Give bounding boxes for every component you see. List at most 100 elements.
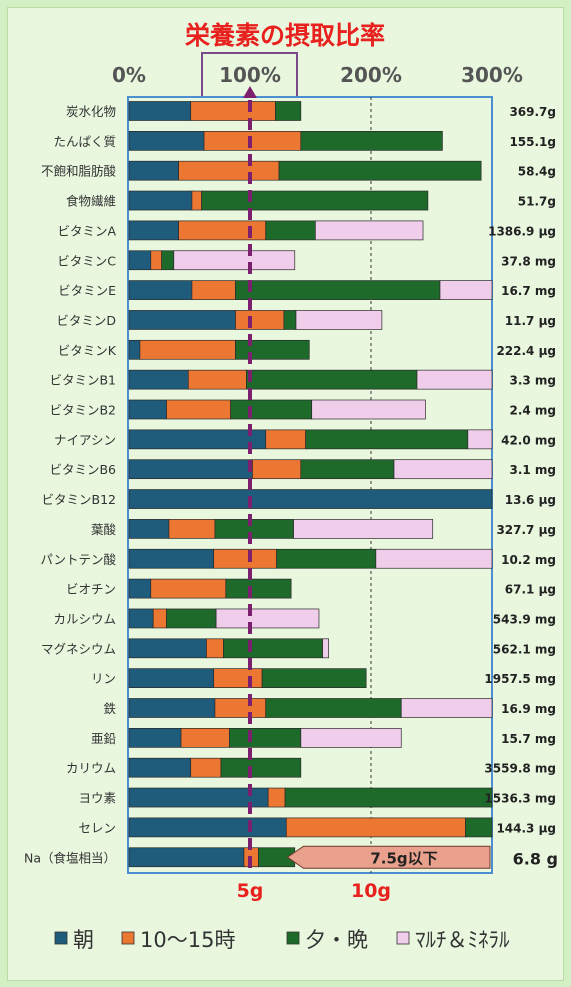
row-label: 亜鉛 [91,731,117,746]
row-amount: 67.1 μg [505,583,556,597]
row-amount: 37.8 mg [501,254,556,268]
legend-swatch-4 [396,931,410,945]
bar-segment-4 [400,698,493,718]
bar-segment-4 [314,220,424,241]
legend-swatch-1 [54,931,68,945]
row-amount: 1386.9 μg [488,224,556,238]
row-amount: 16.7 mg [501,284,556,298]
bar-segment-1 [128,817,287,838]
bar-segment-1 [128,190,193,211]
row-label: 食物繊維 [66,194,116,209]
bar-segment-2 [187,369,247,390]
row-label: ビタミンB1 [49,373,116,388]
row-amount: 51.7g [518,195,556,209]
row-amount: 2.4 mg [509,404,556,418]
bar-segment-3 [246,369,418,390]
legend-label-2: 10～15時 [140,928,235,952]
legend-label-1: 朝 [73,928,94,952]
bar-segment-1 [128,160,179,181]
na-tick-label-0: 5g [237,880,264,902]
bar-segment-1 [128,369,189,390]
bar-segment-2 [267,787,286,808]
row-label: ヨウ素 [78,791,116,806]
bar-segment-2 [191,190,202,211]
bar-segment-1 [128,548,215,569]
row-label: カルシウム [53,611,116,626]
row-amount: 3.1 mg [509,463,556,477]
bar-segment-1 [128,608,154,629]
row-amount: 369.7g [509,105,556,119]
row-amount: 144.3 μg [496,821,556,835]
bar-segment-2 [178,220,267,241]
bar-segment-4 [467,429,493,450]
row-amount: 543.9 mg [493,612,556,626]
bar-segment-3 [283,310,297,330]
row-label: ビタミンB6 [49,462,116,477]
bar-segment-1 [128,429,267,450]
na-limit-arrow [286,845,491,869]
bar-segment-2 [213,668,263,689]
legend-label-3: 夕・晩 [305,928,368,952]
row-amount: 1536.3 mg [484,792,556,806]
bar-segment-3 [284,787,493,808]
bar-segment-3 [465,817,493,838]
bar-segment-3 [214,519,294,539]
bar-segment-2 [150,250,163,271]
bar-segment-3 [220,757,302,778]
bar-segment-1 [128,399,167,420]
legend-swatch-3 [286,931,300,945]
bar-segment-4 [215,608,320,629]
bar-segment-2 [213,548,277,569]
bar-segment-4 [393,459,493,480]
row-amount: 6.8 g [513,849,558,868]
tick-label-1: 100% [219,63,281,87]
row-amount: 58.4g [518,165,556,179]
bar-segment-2 [168,519,216,539]
bar-segment-3 [276,548,377,569]
row-label: 葉酸 [91,522,117,537]
bar-segment-1 [128,519,170,539]
bar-segment-3 [265,220,316,241]
legend-label-4: ﾏﾙﾁ＆ﾐﾈﾗﾙ [415,928,510,952]
bar-segment-1 [128,757,192,778]
bar-segment-1 [128,310,236,330]
bar-segment-2 [180,727,230,748]
bar-segment-1 [128,787,269,808]
plot-frame [127,96,493,874]
row-amount: 13.6 μg [505,493,556,507]
reference-line-arrowhead [243,86,257,98]
bar-segment-4 [439,280,493,300]
tick-label-0: 0% [112,63,146,87]
bar-segment-1 [128,280,193,300]
bar-segment-1 [128,578,152,599]
row-label: ビタミンA [57,223,116,238]
bar-segment-4 [375,548,493,569]
row-amount: 42.0 mg [501,433,556,447]
row-amount: 222.4 μg [496,344,556,358]
bar-segment-1 [128,727,182,748]
row-label: Na（食塩相当） [24,850,116,865]
bar-segment-2 [206,638,224,659]
tick-label-2: 200% [340,63,402,87]
na-tick-label-1: 10g [351,880,391,902]
row-label: リン [91,671,116,686]
bar-segment-4 [300,727,402,748]
row-label: ビタミンD [56,313,116,328]
row-label: ビタミンC [57,253,116,268]
bar-segment-3 [278,160,482,181]
bar-segment-3 [230,399,313,420]
row-label: ビタミンB2 [49,403,116,418]
row-label: ビオチン [66,582,116,597]
bar-segment-1 [128,459,253,480]
bar-segment-2 [252,459,302,480]
bar-segment-3 [235,339,310,360]
row-label: 炭水化物 [66,104,116,119]
bar-segment-1 [128,638,207,659]
legend-swatch-2 [121,931,135,945]
bar-segment-2 [285,817,466,838]
row-label: パントテン酸 [40,552,116,567]
row-amount: 562.1 mg [493,642,556,656]
bar-segment-4 [322,638,330,659]
bar-segment-3 [166,608,217,629]
